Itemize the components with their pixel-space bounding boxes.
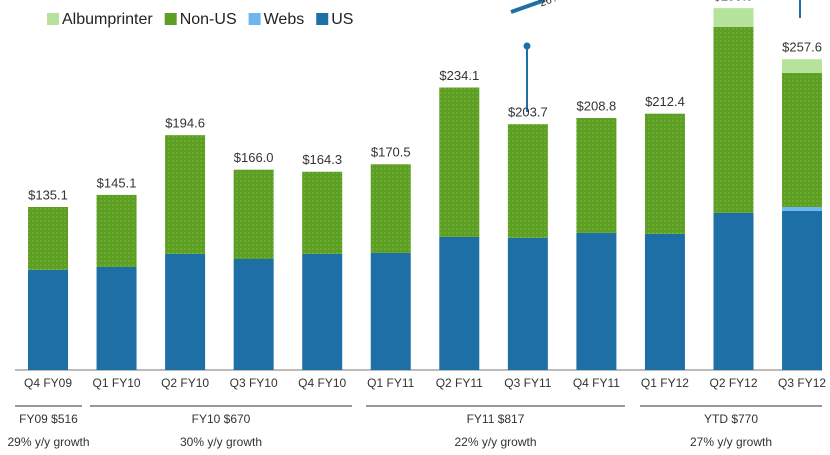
x-tick-label: Q4 FY10: [298, 376, 346, 390]
bar-segment: [782, 206, 823, 211]
bar-segment: [507, 237, 548, 370]
x-tick-label: Q3 FY10: [230, 376, 278, 390]
total-label: $299.9: [714, 0, 754, 4]
x-tick-label: Q1 FY11: [367, 376, 414, 390]
x-tick-label: Q4 FY11: [573, 376, 620, 390]
annotation-arrow: [510, 0, 546, 14]
bar-segment: [576, 232, 617, 370]
bar-segment: [713, 8, 754, 27]
bar-segment: [165, 135, 206, 254]
total-label: $164.3: [302, 152, 342, 167]
total-label: $170.5: [371, 145, 411, 160]
group-growth: 27% y/y growth: [690, 435, 772, 449]
total-label: $257.6: [782, 40, 822, 55]
bar-segment: [713, 212, 754, 370]
total-label: $234.1: [439, 68, 479, 83]
annotation-dot: [523, 42, 531, 50]
total-label: $208.8: [577, 98, 617, 113]
x-tick-label: Q3 FY12: [778, 376, 826, 390]
bar-segment: [782, 59, 823, 73]
total-label: $135.1: [28, 187, 68, 202]
bar-segment: [233, 258, 274, 370]
bar-segment: [28, 206, 68, 270]
bar-segment: [370, 164, 411, 253]
legend-swatch: [316, 13, 329, 25]
bar-segment: [713, 26, 754, 213]
bar-segment: [302, 253, 343, 370]
total-label: $203.7: [508, 105, 548, 120]
bar-segment: [28, 269, 68, 370]
x-tick-label: Q1 FY10: [93, 376, 141, 390]
legend-swatch: [47, 13, 59, 25]
group-label: FY11 $817: [467, 412, 525, 426]
bar-segment: [782, 72, 823, 207]
x-tick-label: Q4 FY09: [24, 376, 72, 390]
x-tick-label: Q2 FY11: [436, 376, 483, 390]
bar-segment: [644, 113, 685, 234]
legend-label: Webs: [264, 11, 305, 28]
bar-segment: [507, 124, 548, 238]
legend-swatch: [164, 13, 177, 25]
bar-segment: [165, 253, 206, 370]
bar-segment: [370, 252, 411, 370]
bar-segment: [644, 233, 685, 370]
bar-segment: [782, 210, 823, 370]
bar-segment: [302, 171, 343, 254]
group-growth: 30% y/y growth: [180, 435, 262, 449]
total-label: $145.1: [97, 175, 137, 190]
x-tick-label: Q1 FY12: [641, 376, 689, 390]
total-label: $212.4: [645, 94, 685, 109]
legend-label: Albumprinter: [62, 11, 153, 28]
bar-segment: [233, 169, 274, 259]
legend-label: US: [331, 11, 353, 28]
x-tick-label: Q3 FY11: [504, 376, 551, 390]
legend-swatch: [248, 13, 261, 25]
bar-segment: [576, 118, 617, 233]
x-tick-label: Q2 FY10: [161, 376, 209, 390]
x-tick-label: Q2 FY12: [709, 376, 757, 390]
bar-segment: [96, 194, 137, 267]
legend-label: Non-US: [180, 11, 237, 28]
total-label: $194.6: [165, 116, 205, 131]
bar-segment: [439, 236, 480, 370]
group-label: FY09 $516: [19, 412, 78, 426]
bar-segment: [96, 266, 137, 370]
group-growth: 29% y/y growth: [7, 435, 89, 449]
bar-segment: [439, 87, 480, 237]
group-label: FY10 $670: [192, 412, 251, 426]
group-growth: 22% y/y growth: [454, 435, 536, 449]
group-label: YTD $770: [704, 412, 758, 426]
annotation: 26% y/y: [538, 0, 579, 10]
total-label: $166.0: [234, 150, 274, 165]
